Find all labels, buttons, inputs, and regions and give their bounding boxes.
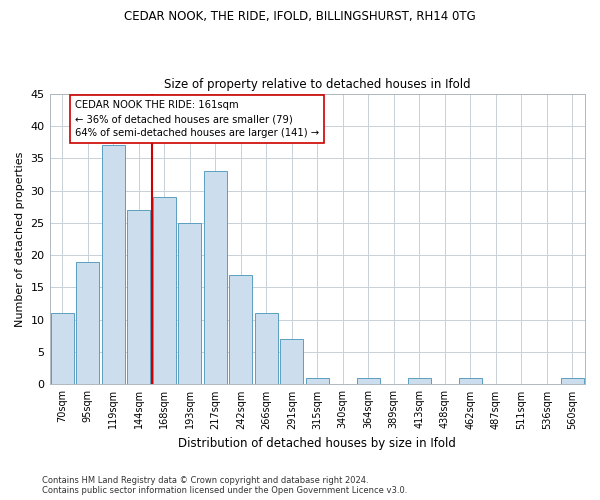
Bar xyxy=(153,197,176,384)
Bar xyxy=(229,274,252,384)
Bar xyxy=(127,210,150,384)
Bar xyxy=(357,378,380,384)
Text: CEDAR NOOK THE RIDE: 161sqm
← 36% of detached houses are smaller (79)
64% of sem: CEDAR NOOK THE RIDE: 161sqm ← 36% of det… xyxy=(75,100,319,138)
Bar xyxy=(408,378,431,384)
Bar xyxy=(51,314,74,384)
Bar xyxy=(306,378,329,384)
Text: Contains HM Land Registry data © Crown copyright and database right 2024.
Contai: Contains HM Land Registry data © Crown c… xyxy=(42,476,407,495)
Bar xyxy=(561,378,584,384)
Bar xyxy=(280,339,303,384)
Y-axis label: Number of detached properties: Number of detached properties xyxy=(15,152,25,326)
Bar xyxy=(459,378,482,384)
Title: Size of property relative to detached houses in Ifold: Size of property relative to detached ho… xyxy=(164,78,470,91)
Bar xyxy=(178,223,201,384)
Bar xyxy=(255,314,278,384)
Text: CEDAR NOOK, THE RIDE, IFOLD, BILLINGSHURST, RH14 0TG: CEDAR NOOK, THE RIDE, IFOLD, BILLINGSHUR… xyxy=(124,10,476,23)
Bar xyxy=(102,146,125,384)
X-axis label: Distribution of detached houses by size in Ifold: Distribution of detached houses by size … xyxy=(178,437,456,450)
Bar xyxy=(204,171,227,384)
Bar xyxy=(76,262,99,384)
